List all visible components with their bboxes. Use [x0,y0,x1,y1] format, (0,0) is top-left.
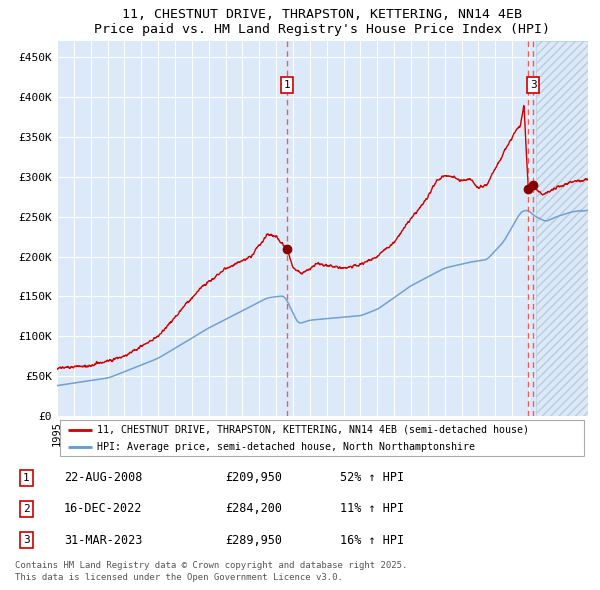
Text: £209,950: £209,950 [225,471,282,484]
Text: 11, CHESTNUT DRIVE, THRAPSTON, KETTERING, NN14 4EB (semi-detached house): 11, CHESTNUT DRIVE, THRAPSTON, KETTERING… [97,425,529,435]
Text: 2: 2 [23,504,30,514]
Text: 3: 3 [530,80,536,90]
Text: 52% ↑ HPI: 52% ↑ HPI [340,471,404,484]
Bar [536,41,588,416]
Text: Contains HM Land Registry data © Crown copyright and database right 2025.
This d: Contains HM Land Registry data © Crown c… [15,560,407,582]
Text: 11% ↑ HPI: 11% ↑ HPI [340,502,404,516]
Text: 16-DEC-2022: 16-DEC-2022 [64,502,142,516]
FancyBboxPatch shape [59,421,584,455]
Text: 1: 1 [284,80,290,90]
Text: 31-MAR-2023: 31-MAR-2023 [64,533,142,546]
Text: HPI: Average price, semi-detached house, North Northamptonshire: HPI: Average price, semi-detached house,… [97,442,475,453]
Title: 11, CHESTNUT DRIVE, THRAPSTON, KETTERING, NN14 4EB
Price paid vs. HM Land Regist: 11, CHESTNUT DRIVE, THRAPSTON, KETTERING… [95,8,551,36]
Text: £284,200: £284,200 [225,502,282,516]
Text: 3: 3 [23,535,30,545]
Text: 1: 1 [23,473,30,483]
Text: £289,950: £289,950 [225,533,282,546]
Text: 16% ↑ HPI: 16% ↑ HPI [340,533,404,546]
Text: 22-AUG-2008: 22-AUG-2008 [64,471,142,484]
